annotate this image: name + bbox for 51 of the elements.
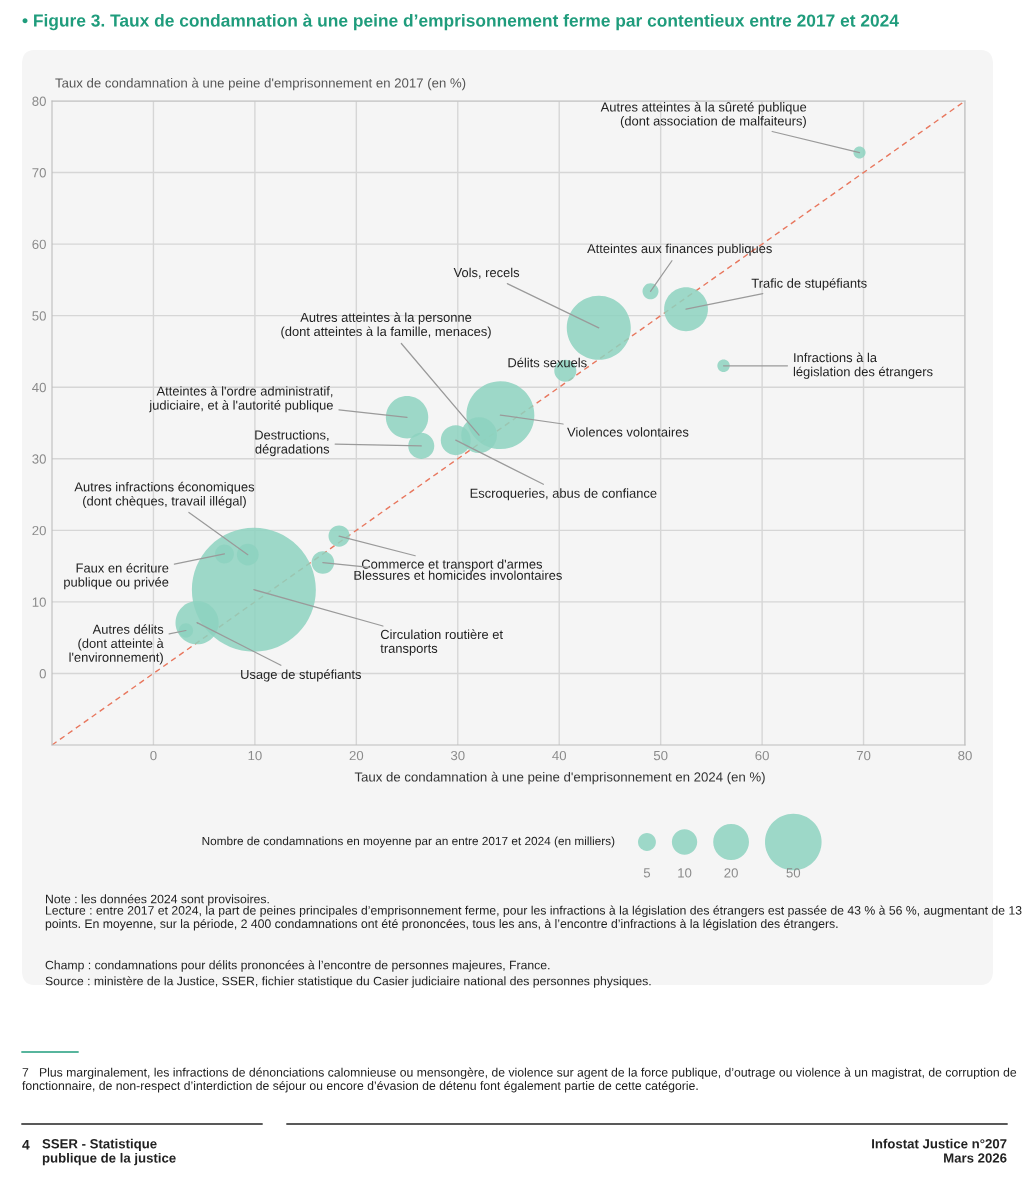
text: Autres infractions économiques (dont chèques, travail illégal): [74, 481, 255, 509]
y-tick-label: 40: [32, 382, 46, 393]
y-tick-label: 0: [39, 669, 46, 679]
x-tick-label: 30: [450, 750, 465, 761]
series-label: Délits sexuels: [508, 357, 587, 368]
x-tick-label: 60: [755, 750, 769, 761]
x-tick-label: 80: [958, 750, 972, 761]
text: Infractions à la législation des étrangers: [793, 352, 933, 379]
text: Autres atteintes à la personne (dont atteintes à la famille, menaces): [281, 312, 491, 339]
y-axis-title: Taux de condamnation à une peine d'emprisonnement en 2017 (en %): [55, 77, 466, 91]
legend-label: 50: [786, 868, 801, 878]
text: Vols, recels: [453, 267, 520, 279]
text: Usage de stupéfiants: [241, 669, 362, 682]
text: Violences volontaires: [567, 427, 689, 437]
y-tick-label: 80: [32, 96, 46, 106]
x-tick-label: 0: [150, 750, 157, 761]
text: Trafic de stupéfiants: [751, 278, 867, 291]
source-note: Source : ministère de la Justice, SSER, fichier statistique du Casier judiciaire national des personnes physiques.: [45, 976, 651, 988]
x-tick-label: 70: [856, 750, 871, 761]
legend-label: 10: [678, 868, 692, 878]
y-tick-label: 60: [32, 239, 46, 250]
text: Lecture : entre 2017 et 2024, la part de peines principales d’emprisonnement ferme, pour les infractions à la législation des étrangers est passée de 43 % à 56 %, augmentant de 13 points. En moyenne, sur la période, 2 400 condamnations ont été prononcées, tous les ans, à l’encontre d’infractions à la législation des étrangers.: [45, 905, 1022, 931]
text: Atteintes à l'ordre administratif, judiciaire, et à l'autorité publique: [149, 386, 333, 413]
x-tick-label: 40: [552, 750, 567, 761]
y-tick-label: 70: [32, 168, 46, 178]
text: Note : les données 2024 sont provisoires.: [46, 894, 269, 906]
text: Escroqueries, abus de confiance: [470, 488, 657, 501]
text: 4: [22, 1140, 30, 1150]
text: Faux en écriture publique ou privée: [64, 562, 169, 590]
series-label: Autres délits (dont atteinte à l'environnement): [69, 624, 164, 665]
y-tick-label: 20: [32, 525, 46, 536]
text: Infostat Justice n°207 Mars 2026: [872, 1138, 1007, 1163]
y-tick-label: 10: [32, 597, 46, 607]
x-tick-label: 50: [653, 750, 668, 761]
legend-label: 20: [724, 868, 738, 878]
text: Autres atteintes à la sûreté publique (dont association de malfaiteurs): [600, 101, 807, 129]
text: Champ : condamnations pour délits prononcées à l’encontre de personnes majeures, France.: [45, 960, 550, 972]
text: 7 Plus marginalement, les infractions de dénonciations calomnieuse ou mensongère, de violence sur agent de la force publique, d’outrage ou violence à un magistrat, de corruption de fonctionnaire, de non-respect d’interdiction de séjour ou encore d’évasion de détenu font également partie de cette catégorie.: [22, 1067, 1017, 1093]
y-tick-label: 30: [32, 454, 46, 464]
x-tick-label: 20: [349, 750, 364, 761]
chart-title: • Figure 3. Taux de condamnation à une peine d’emprisonnement ferme par contentieux entre 2017 et 2024: [22, 13, 899, 31]
series-label: Blessures et homicides involontaires: [354, 570, 562, 580]
text: Circulation routière et transports: [380, 629, 503, 656]
x-tick-label: 10: [248, 750, 262, 761]
y-tick-label: 50: [32, 311, 46, 321]
legend-label: 5: [643, 868, 651, 878]
text: Destructions, dégradations: [255, 430, 330, 457]
text: Atteintes aux finances publiques: [587, 243, 772, 256]
text: SSER - Statistique publique de la justice: [42, 1138, 176, 1166]
legend-title: Nombre de condamnations en moyenne par an entre 2017 et 2024 (en milliers): [202, 836, 615, 848]
x-axis-title: Taux de condamnation à une peine d'emprisonnement en 2024 (en %): [354, 771, 765, 785]
